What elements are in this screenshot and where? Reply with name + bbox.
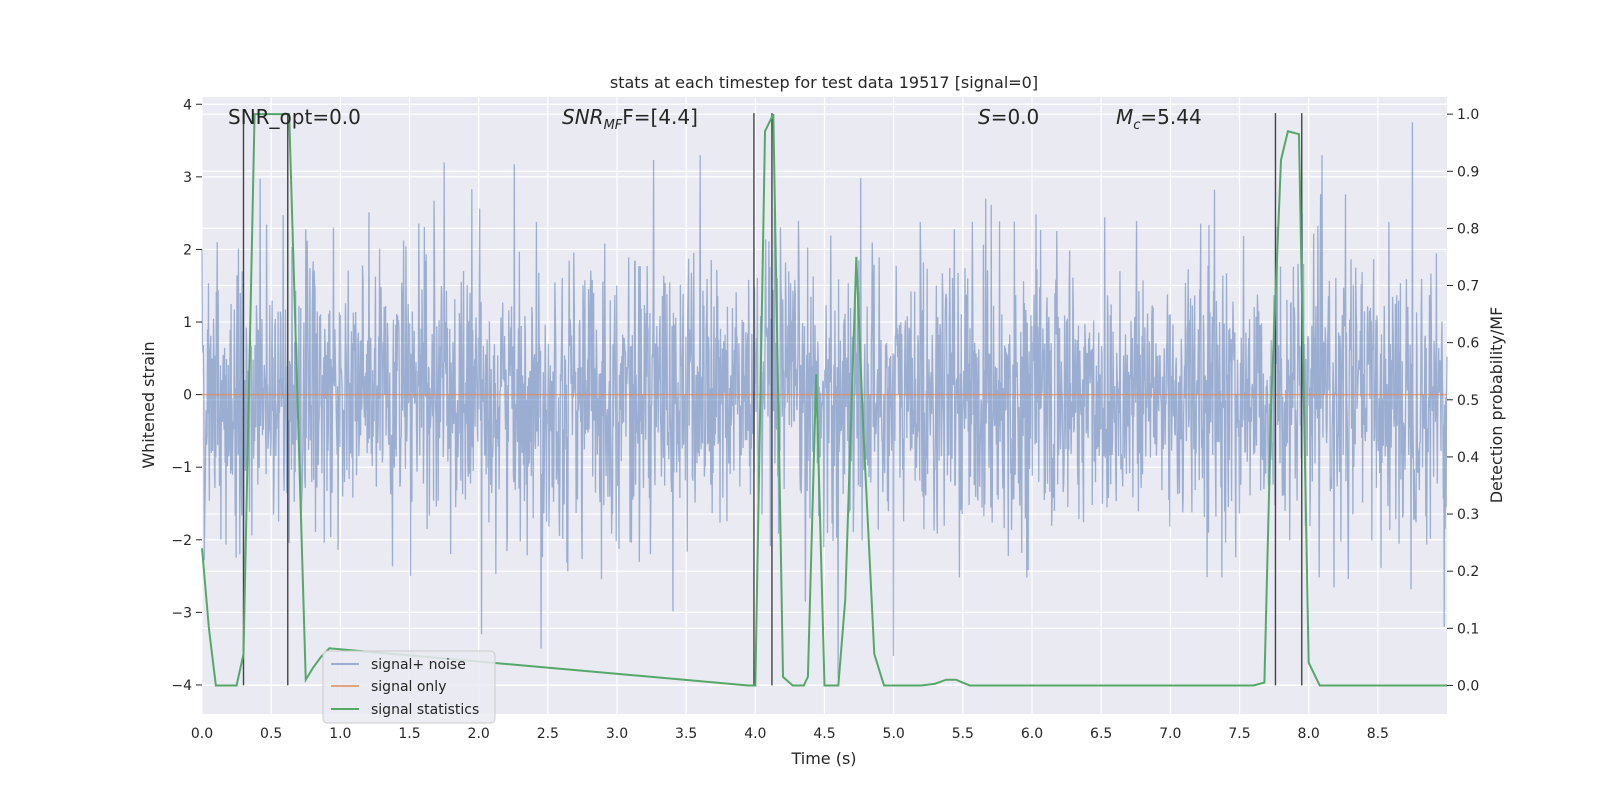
- y-right-tick-label-1: 0.9: [1457, 164, 1479, 180]
- y-left-tick-label-7: −3: [171, 605, 192, 621]
- y-left-tick-label-6: −2: [171, 533, 192, 549]
- y-left-tick-label-3: 1: [183, 315, 192, 331]
- mc-main: M: [1116, 105, 1133, 129]
- x-tick-label-5: 2.5: [537, 726, 559, 742]
- y-left-tick-label-0: 4: [183, 97, 192, 113]
- x-tick-label-1: 0.5: [260, 726, 282, 742]
- mc-sub: c: [1133, 118, 1140, 133]
- x-tick-label-8: 4.0: [744, 726, 766, 742]
- y-left-tick-label-1: 3: [183, 170, 192, 186]
- snr-mf-sub: MF: [604, 118, 623, 133]
- x-tick-label-12: 6.0: [1021, 726, 1043, 742]
- vertical-markers: [242, 113, 1303, 686]
- legend-label-statistics: signal statistics: [371, 702, 479, 718]
- x-tick-label-13: 6.5: [1090, 726, 1112, 742]
- s-text: S=0.0: [978, 105, 1039, 129]
- mc-text: Mc=5.44: [1116, 105, 1202, 133]
- x-tick-label-16: 8.0: [1298, 726, 1320, 742]
- x-tick-label-3: 1.5: [398, 726, 420, 742]
- y-right-tick-label-2: 0.8: [1457, 221, 1479, 237]
- annotation-snr-opt: SNR_opt=0.0: [228, 105, 361, 129]
- y-left-tick-label-4: 0: [183, 388, 192, 404]
- legend-label-signal-only: signal only: [371, 679, 446, 695]
- y-right-tick-label-5: 0.5: [1457, 393, 1479, 409]
- y-right-axis-label: Detection probability/MF: [1487, 307, 1506, 504]
- y-left-tick-label-2: 2: [183, 242, 192, 258]
- x-axis-ticks: 0.0 0.5 1.0 1.5 2.0 2.5 3.0 3.5 4.0 4.5 5.0 5.5 6.0 6…: [191, 726, 1389, 742]
- y-right-tick-label-0: 1.0: [1457, 107, 1479, 123]
- y-left-tick-label-8: −4: [171, 678, 192, 694]
- s-value: =0.0: [991, 105, 1040, 129]
- x-tick-label-2: 1.0: [329, 726, 351, 742]
- annotation-s: S=0.0: [978, 105, 1039, 129]
- legend-box: [322, 650, 496, 724]
- mc-value: =5.44: [1140, 105, 1201, 129]
- x-tick-label-7: 3.5: [675, 726, 697, 742]
- x-tick-label-4: 2.0: [468, 726, 490, 742]
- x-tick-label-9: 4.5: [813, 726, 835, 742]
- x-tick-label-11: 5.5: [952, 726, 974, 742]
- s-main: S: [978, 105, 991, 129]
- x-tick-label-10: 5.0: [883, 726, 905, 742]
- annotation-mc: Mc=5.44: [1116, 105, 1202, 133]
- snr-mf-value: F=[4.4]: [622, 105, 698, 129]
- x-tick-label-17: 8.5: [1367, 726, 1389, 742]
- x-axis-label: Time (s): [790, 749, 856, 768]
- y-right-tick-label-6: 0.4: [1457, 450, 1479, 466]
- y-right-tick-label-9: 0.1: [1457, 621, 1479, 637]
- chart-title: stats at each timestep for test data 195…: [610, 73, 1038, 92]
- annotation-snr-mf: SNRMFF=[4.4]: [562, 105, 698, 133]
- y-right-tick-label-4: 0.6: [1457, 336, 1479, 352]
- series-signal-statistics: [201, 113, 1447, 687]
- snr-mf-text: SNRMFF=[4.4]: [562, 105, 698, 133]
- snr-mf-main: SNR: [562, 105, 604, 129]
- noise-line: [201, 122, 1448, 678]
- y-left-axis-ticks: 4 3 2 1 0 −1 −2 −3 −4: [171, 97, 202, 694]
- snr-opt-text: SNR_opt=0.0: [228, 105, 361, 129]
- legend-label-noise: signal+ noise: [371, 657, 466, 673]
- y-right-tick-label-10: 0.0: [1457, 678, 1479, 694]
- y-right-tick-label-7: 0.3: [1457, 507, 1479, 523]
- y-right-tick-label-3: 0.7: [1457, 279, 1479, 295]
- x-tick-label-14: 7.0: [1159, 726, 1181, 742]
- y-left-tick-label-5: −1: [171, 460, 192, 476]
- y-left-axis-label: Whitened strain: [139, 341, 158, 468]
- legend: signal+ noise signal only signal statist…: [322, 650, 496, 724]
- x-tick-label-6: 3.0: [606, 726, 628, 742]
- x-tick-label-0: 0.0: [191, 726, 213, 742]
- x-tick-label-15: 7.5: [1228, 726, 1250, 742]
- series-signal-noise: [201, 122, 1448, 678]
- y-right-tick-label-8: 0.2: [1457, 564, 1479, 580]
- y-right-axis-ticks: 1.0 0.9 0.8 0.7 0.6 0.5 0.4 0.3 0.2 0.1 0.0: [1447, 107, 1479, 694]
- statistics-line: [201, 113, 1447, 687]
